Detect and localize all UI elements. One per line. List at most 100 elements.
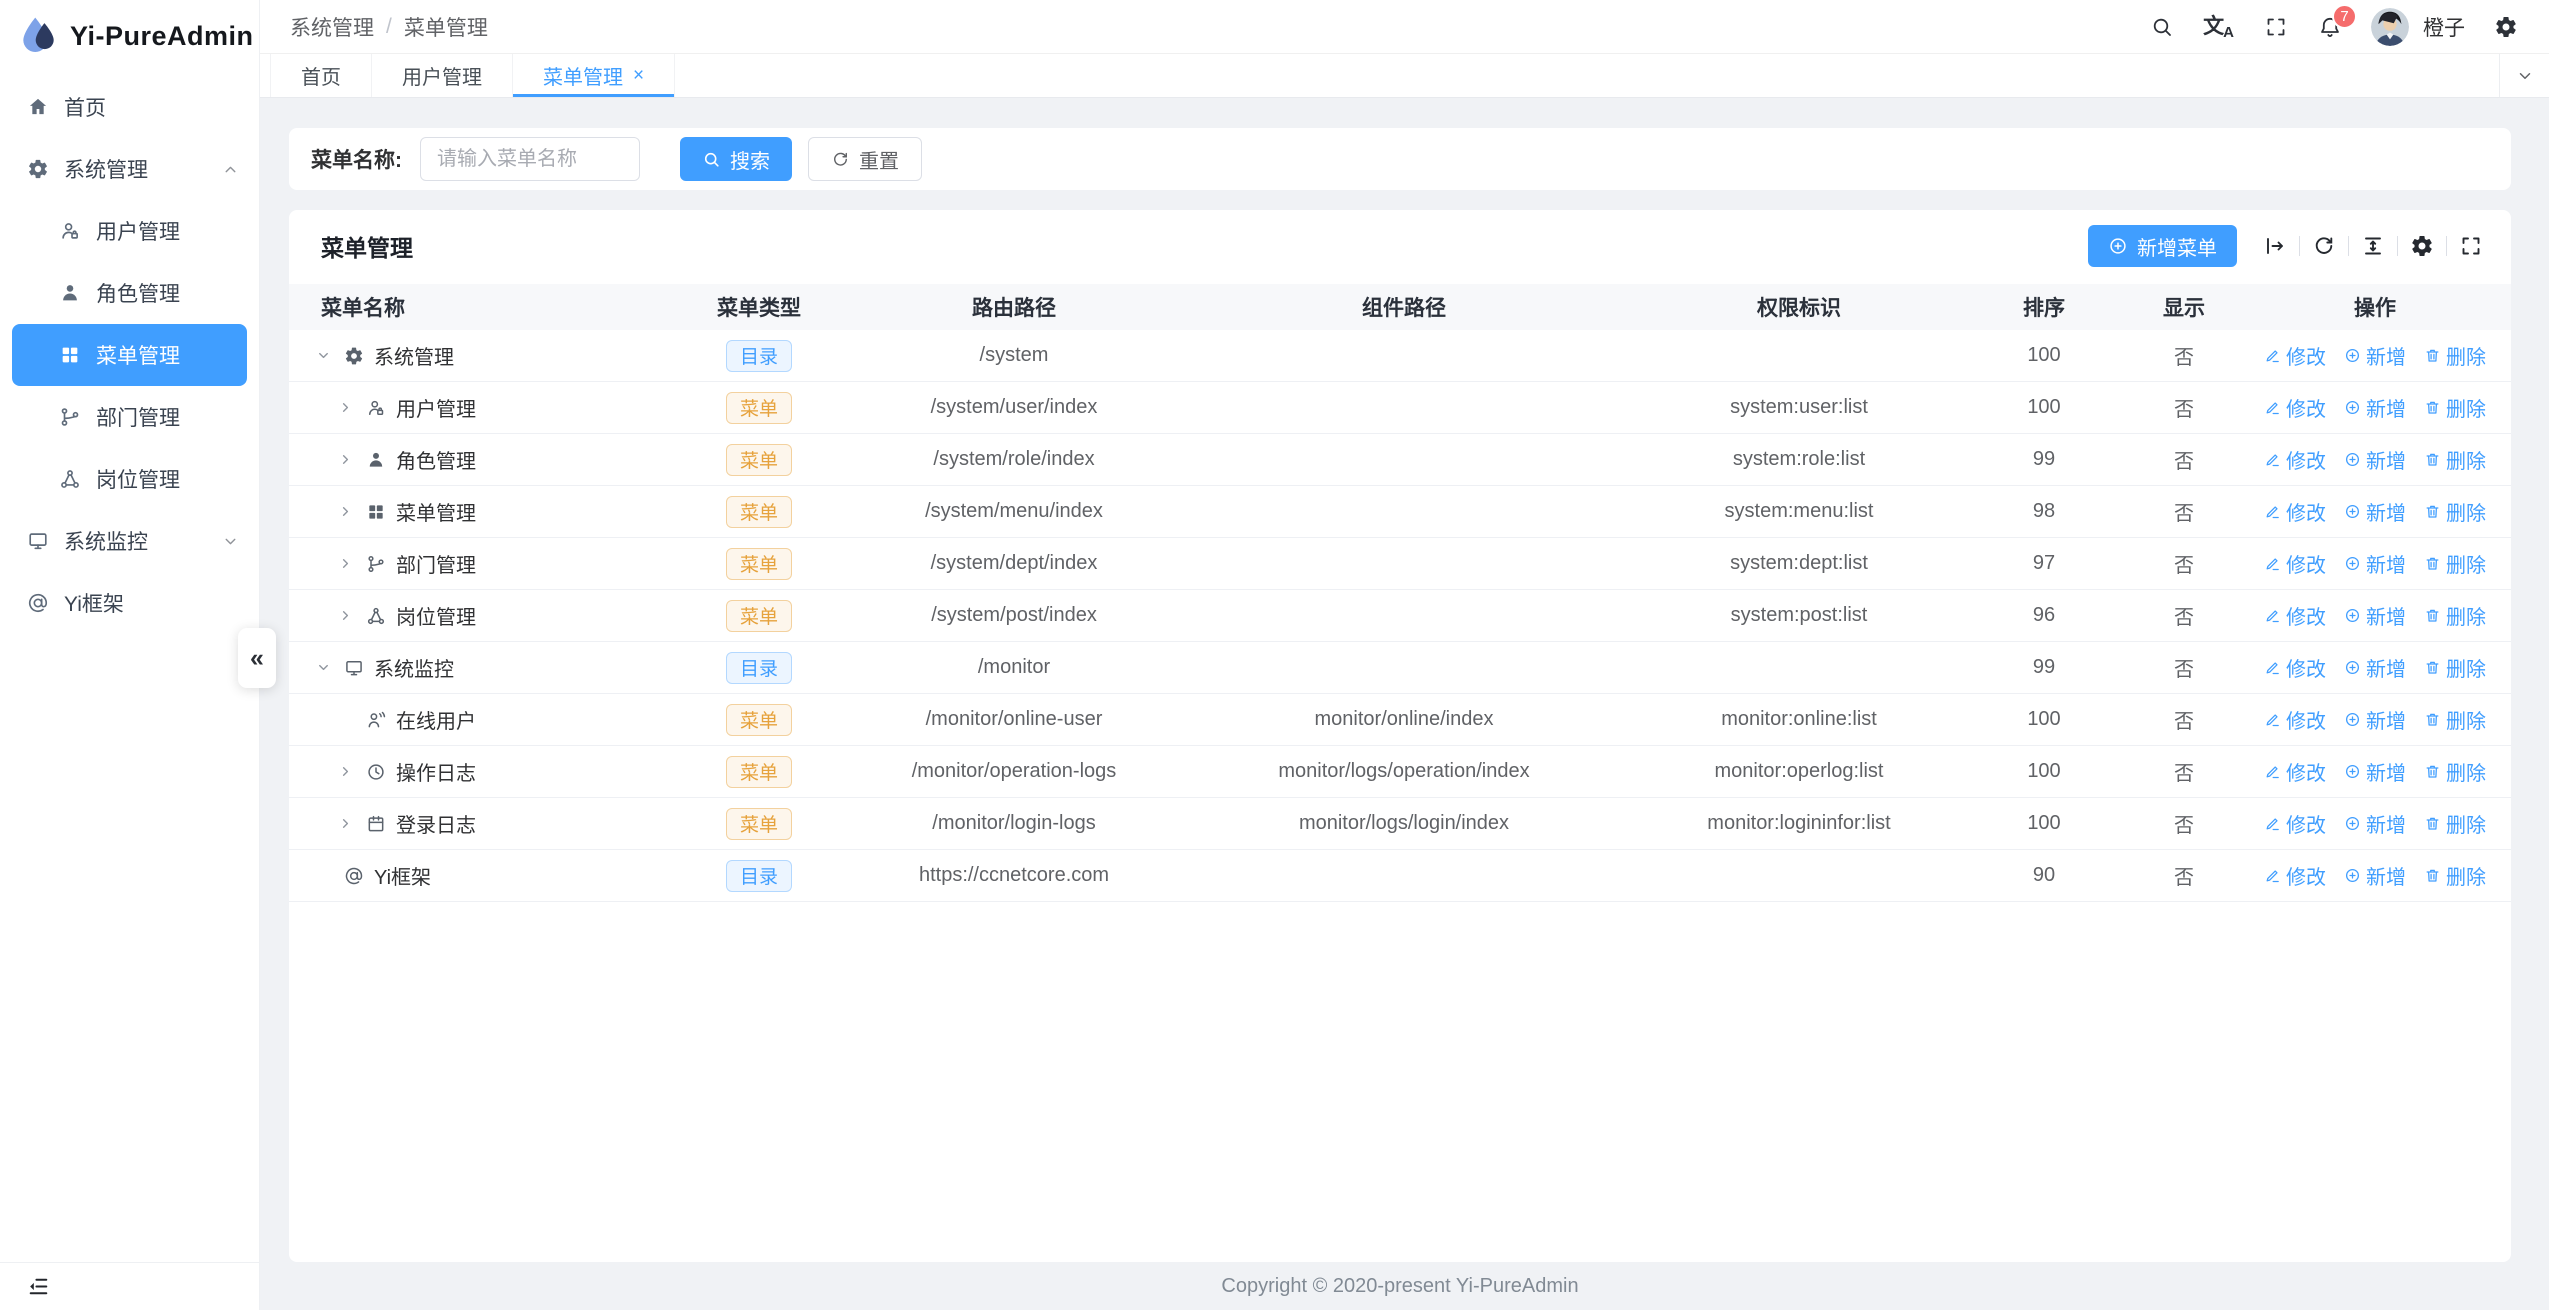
density-icon[interactable]: [2349, 234, 2397, 258]
fullscreen-icon[interactable]: [2263, 14, 2289, 40]
visible-cell: 否: [2174, 815, 2194, 837]
row-add-button[interactable]: 新增: [2344, 549, 2406, 578]
avatar[interactable]: [2371, 7, 2409, 46]
row-add-button[interactable]: 新增: [2344, 705, 2406, 734]
add-menu-button[interactable]: 新增菜单: [2088, 225, 2237, 267]
permission-cell: system:dept:list: [1730, 552, 1868, 574]
sidebar-item-posts[interactable]: 岗位管理: [0, 448, 259, 510]
notifications-button[interactable]: 7: [2317, 3, 2357, 40]
username[interactable]: 橙子: [2423, 16, 2465, 40]
permission-cell: monitor:logininfor:list: [1707, 812, 1891, 834]
edit-button[interactable]: 修改: [2264, 601, 2326, 630]
edit-button[interactable]: 修改: [2264, 497, 2326, 526]
tabs-more-button[interactable]: [2499, 54, 2549, 97]
tab-user-mgmt[interactable]: 用户管理: [372, 54, 513, 97]
sidebar-item-system[interactable]: 系统管理: [0, 138, 259, 200]
expand-all-icon[interactable]: [2251, 234, 2299, 258]
edit-button[interactable]: 修改: [2264, 809, 2326, 838]
row-add-button[interactable]: 新增: [2344, 497, 2406, 526]
table-body: 系统管理 目录/system 100 否修改 新增 删除 用户管理 菜单/system/use…: [289, 330, 2511, 902]
delete-button[interactable]: 删除: [2424, 809, 2486, 838]
pencil-icon: [2264, 867, 2281, 884]
delete-button[interactable]: 删除: [2424, 705, 2486, 734]
delete-button[interactable]: 删除: [2424, 497, 2486, 526]
edit-button[interactable]: 修改: [2264, 341, 2326, 370]
expand-row-icon[interactable]: [338, 608, 366, 623]
actions-cell: 修改 新增 删除: [2239, 590, 2511, 641]
search-button[interactable]: 搜索: [680, 137, 792, 181]
row-add-button[interactable]: 新增: [2344, 341, 2406, 370]
actions-cell: 修改 新增 删除: [2239, 642, 2511, 693]
fold-menu-icon[interactable]: [26, 1274, 51, 1299]
reset-button[interactable]: 重置: [808, 137, 922, 181]
row-add-button[interactable]: 新增: [2344, 393, 2406, 422]
delete-button[interactable]: 删除: [2424, 861, 2486, 890]
menu-type-tag: 菜单: [725, 547, 792, 580]
sidebar-item-yi-frame[interactable]: Yi框架: [0, 572, 259, 634]
component-path-cell: [1169, 590, 1639, 641]
column-settings-gear-icon[interactable]: [2398, 234, 2446, 258]
row-add-button[interactable]: 新增: [2344, 445, 2406, 474]
settings-gear-icon[interactable]: [2493, 14, 2519, 40]
plus-circle-icon: [2110, 238, 2126, 254]
edit-button[interactable]: 修改: [2264, 705, 2326, 734]
plus-icon: [2344, 503, 2361, 520]
edit-button[interactable]: 修改: [2264, 393, 2326, 422]
edit-button[interactable]: 修改: [2264, 861, 2326, 890]
menu-name-text: 岗位管理: [396, 607, 476, 629]
delete-button[interactable]: 删除: [2424, 757, 2486, 786]
edit-button[interactable]: 修改: [2264, 757, 2326, 786]
visible-cell: 否: [2174, 763, 2194, 785]
toolbar-divider: [2446, 236, 2447, 256]
menu-name-input[interactable]: [420, 137, 640, 181]
sidebar-item-menus[interactable]: 菜单管理: [12, 324, 247, 386]
route-path-cell: /system/post/index: [931, 604, 1097, 626]
action-label: 新增: [2366, 503, 2406, 525]
sidebar-item-monitor[interactable]: 系统监控: [0, 510, 259, 572]
table-row: 岗位管理 菜单/system/post/index system:post:list…: [289, 590, 2511, 642]
sidebar-item-label: 部门管理: [96, 407, 180, 430]
menu-type-tag: 目录: [725, 651, 792, 684]
edit-button[interactable]: 修改: [2264, 653, 2326, 682]
sidebar-item-depts[interactable]: 部门管理: [0, 386, 259, 448]
sidebar-item-label: 用户管理: [96, 221, 180, 244]
pencil-icon: [2264, 399, 2281, 416]
row-add-button[interactable]: 新增: [2344, 809, 2406, 838]
collapse-row-icon[interactable]: [316, 348, 344, 363]
actions-cell: 修改 新增 删除: [2239, 538, 2511, 589]
sidebar-item-home[interactable]: 首页: [0, 76, 259, 138]
row-add-button[interactable]: 新增: [2344, 757, 2406, 786]
row-add-button[interactable]: 新增: [2344, 601, 2406, 630]
delete-button[interactable]: 删除: [2424, 653, 2486, 682]
tab-home[interactable]: 首页: [270, 54, 372, 97]
expand-row-icon[interactable]: [338, 504, 366, 519]
row-add-button[interactable]: 新增: [2344, 861, 2406, 890]
expand-row-icon[interactable]: [338, 556, 366, 571]
table-fullscreen-icon[interactable]: [2447, 234, 2495, 258]
close-icon[interactable]: ×: [633, 64, 645, 86]
expand-row-icon[interactable]: [338, 452, 366, 467]
expand-row-icon[interactable]: [338, 764, 366, 779]
delete-button[interactable]: 删除: [2424, 549, 2486, 578]
collapse-row-icon[interactable]: [316, 660, 344, 675]
expand-row-icon[interactable]: [338, 816, 366, 831]
delete-button[interactable]: 删除: [2424, 393, 2486, 422]
sidebar-collapse-button[interactable]: «: [238, 628, 276, 688]
edit-button[interactable]: 修改: [2264, 445, 2326, 474]
delete-button[interactable]: 删除: [2424, 445, 2486, 474]
refresh-icon[interactable]: [2300, 234, 2348, 258]
sidebar-item-roles[interactable]: 角色管理: [0, 262, 259, 324]
edit-button[interactable]: 修改: [2264, 549, 2326, 578]
at-icon: [26, 591, 50, 615]
delete-button[interactable]: 删除: [2424, 341, 2486, 370]
menu-name-cell: 系统监控: [289, 642, 659, 693]
expand-row-icon[interactable]: [338, 400, 366, 415]
translate-icon[interactable]: 文A: [2203, 15, 2234, 41]
menu-type-cell: 目录: [659, 642, 859, 693]
delete-button[interactable]: 删除: [2424, 601, 2486, 630]
sidebar-item-users[interactable]: 用户管理: [0, 200, 259, 262]
tab-menu-mgmt[interactable]: 菜单管理 ×: [513, 54, 676, 97]
search-icon[interactable]: [2149, 14, 2175, 40]
row-add-button[interactable]: 新增: [2344, 653, 2406, 682]
breadcrumb-item[interactable]: 系统管理: [290, 16, 374, 40]
